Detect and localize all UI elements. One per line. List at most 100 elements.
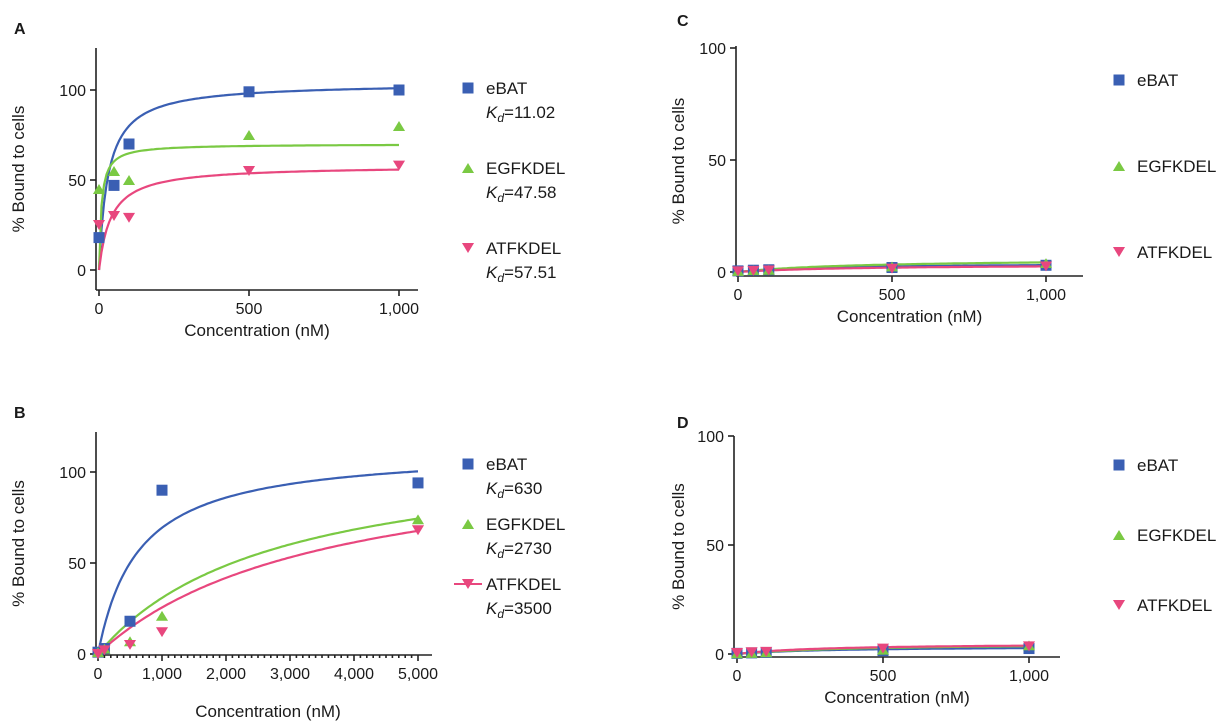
y-axis-label-a: % Bound to cells bbox=[9, 106, 28, 233]
x-tick-label-d: 500 bbox=[870, 668, 897, 685]
data-point-c-atfkdel bbox=[747, 265, 760, 276]
panel-label-c: C bbox=[677, 13, 689, 30]
y-tick-label-a: 100 bbox=[59, 83, 86, 100]
x-tick-label-b: 1,000 bbox=[142, 666, 182, 683]
legend-label-a-atfkdel: ATFKDEL bbox=[486, 239, 561, 258]
data-point-d-atfkdel bbox=[745, 647, 758, 658]
x-axis-label-a: Concentration (nM) bbox=[184, 321, 330, 340]
legend-marker-c-atfkdel bbox=[1112, 247, 1126, 257]
legend-label-a-egfkdel: EGFKDEL bbox=[486, 159, 565, 178]
y-tick-label-c: 0 bbox=[717, 265, 726, 282]
fit-curve-a-atfkdel bbox=[97, 168, 399, 271]
legend-label-c-ebat: eBAT bbox=[1137, 71, 1178, 90]
legend-label-b-atfkdel: ATFKDEL bbox=[486, 575, 561, 594]
panel-label-b: B bbox=[14, 405, 26, 422]
legend-label-c-atfkdel: ATFKDEL bbox=[1137, 243, 1212, 262]
data-point-a-atfkdel bbox=[92, 220, 106, 230]
data-point-b-egfkdel bbox=[411, 514, 425, 525]
data-point-d-atfkdel bbox=[730, 647, 744, 658]
legend-marker-a-ebat bbox=[462, 82, 474, 94]
data-point-d-atfkdel bbox=[760, 646, 773, 657]
fit-curve-b-atfkdel bbox=[97, 529, 419, 655]
x-axis-label-d: Concentration (nM) bbox=[824, 688, 970, 707]
x-tick-label-b: 4,000 bbox=[334, 666, 374, 683]
fit-curve-a-ebat bbox=[97, 87, 399, 271]
data-point-c-atfkdel bbox=[731, 266, 745, 277]
data-point-a-egfkdel bbox=[242, 130, 256, 140]
x-axis-label-c: Concentration (nM) bbox=[837, 307, 983, 326]
x-tick-label-c: 0 bbox=[734, 287, 743, 304]
data-point-b-atfkdel bbox=[98, 645, 111, 656]
legend-marker-c-egfkdel bbox=[1112, 161, 1126, 171]
legend-marker-b-atfkdel bbox=[461, 579, 475, 589]
x-tick-label-b: 2,000 bbox=[206, 666, 246, 683]
data-point-a-atfkdel bbox=[107, 211, 121, 221]
panel-label-a: A bbox=[14, 21, 26, 38]
data-point-a-atfkdel bbox=[122, 212, 136, 223]
y-tick-label-b: 100 bbox=[59, 465, 86, 482]
y-tick-label-a: 0 bbox=[77, 263, 86, 280]
legend-label-d-ebat: eBAT bbox=[1137, 456, 1178, 475]
legend-marker-b-ebat bbox=[462, 458, 474, 470]
legend-kd-a-egfkdel: Kd=47.58 bbox=[486, 183, 557, 205]
data-point-c-atfkdel bbox=[885, 263, 899, 274]
fit-curve-b-egfkdel bbox=[97, 517, 419, 655]
data-point-a-ebat bbox=[393, 84, 405, 96]
x-tick-label-c: 500 bbox=[879, 287, 906, 304]
legend-kd-b-egfkdel: Kd=2730 bbox=[486, 539, 552, 561]
data-point-c-atfkdel bbox=[762, 265, 775, 276]
data-point-c-atfkdel bbox=[1039, 261, 1053, 272]
x-tick-label-b: 3,000 bbox=[270, 666, 310, 683]
data-point-b-atfkdel bbox=[155, 627, 169, 638]
x-tick-label-a: 500 bbox=[236, 301, 263, 318]
data-point-b-ebat bbox=[156, 484, 168, 496]
legend-kd-b-ebat: Kd=630 bbox=[486, 479, 542, 501]
y-tick-label-a: 50 bbox=[68, 173, 86, 190]
data-point-b-ebat bbox=[124, 615, 136, 627]
x-tick-label-a: 0 bbox=[95, 301, 104, 318]
x-axis-label-b: Concentration (nM) bbox=[195, 702, 341, 721]
data-point-b-atfkdel bbox=[91, 649, 105, 659]
fit-curve-b-ebat bbox=[96, 470, 419, 655]
legend-kd-a-atfkdel: Kd=57.51 bbox=[486, 263, 557, 285]
data-point-a-ebat bbox=[123, 138, 135, 150]
y-tick-label-b: 0 bbox=[77, 647, 86, 664]
data-point-d-atfkdel bbox=[876, 643, 890, 654]
legend-kd-b-atfkdel: Kd=3500 bbox=[486, 599, 552, 621]
y-tick-label-c: 50 bbox=[708, 153, 726, 170]
y-tick-label-d: 0 bbox=[715, 647, 724, 664]
data-point-a-egfkdel bbox=[107, 166, 121, 176]
x-tick-label-b: 0 bbox=[94, 666, 103, 683]
data-point-a-ebat bbox=[93, 232, 105, 244]
legend-marker-a-atfkdel bbox=[461, 243, 475, 253]
x-tick-label-d: 0 bbox=[733, 668, 742, 685]
data-point-a-egfkdel bbox=[122, 175, 136, 185]
y-axis-label-d: % Bound to cells bbox=[669, 483, 688, 610]
legend-marker-a-egfkdel bbox=[461, 163, 475, 173]
y-tick-label-d: 50 bbox=[706, 538, 724, 555]
legend-label-a-ebat: eBAT bbox=[486, 79, 527, 98]
legend-label-d-egfkdel: EGFKDEL bbox=[1137, 526, 1216, 545]
data-point-d-atfkdel bbox=[1022, 641, 1036, 652]
data-point-a-atfkdel bbox=[392, 160, 406, 171]
x-tick-label-a: 1,000 bbox=[379, 301, 419, 318]
legend-kd-a-ebat: Kd=11.02 bbox=[486, 103, 555, 125]
legend-label-b-ebat: eBAT bbox=[486, 455, 527, 474]
y-axis-label-c: % Bound to cells bbox=[669, 98, 688, 225]
x-tick-label-b: 5,000 bbox=[398, 666, 438, 683]
legend-marker-b-egfkdel bbox=[461, 519, 475, 529]
legend-marker-d-egfkdel bbox=[1112, 530, 1126, 540]
data-point-b-ebat bbox=[412, 477, 424, 489]
data-point-b-atfkdel bbox=[411, 525, 425, 536]
y-tick-label-b: 50 bbox=[68, 556, 86, 573]
data-point-b-atfkdel bbox=[123, 639, 137, 650]
data-point-a-egfkdel bbox=[392, 121, 406, 131]
data-point-a-ebat bbox=[108, 179, 120, 191]
y-axis-label-b: % Bound to cells bbox=[9, 480, 28, 607]
data-point-b-egfkdel bbox=[155, 610, 169, 621]
fit-curve-a-egfkdel bbox=[97, 143, 399, 271]
panel-label-d: D bbox=[677, 415, 689, 432]
legend-label-c-egfkdel: EGFKDEL bbox=[1137, 157, 1216, 176]
legend-marker-d-ebat bbox=[1113, 459, 1125, 471]
